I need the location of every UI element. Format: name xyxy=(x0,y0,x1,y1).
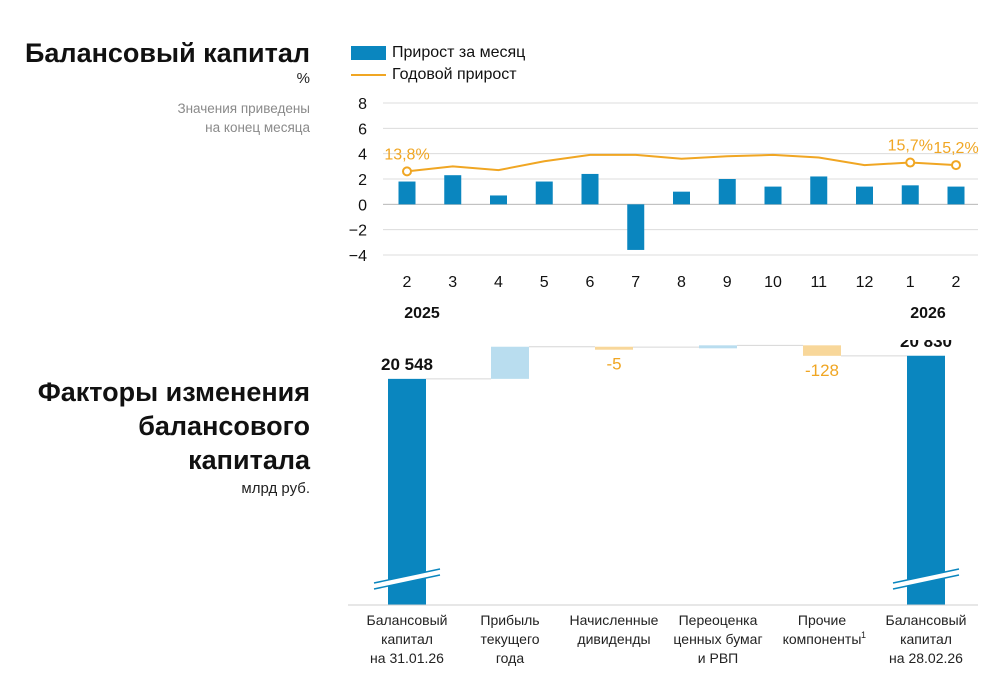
legend-item-bar: Прирост за месяц xyxy=(351,42,525,64)
waterfall-title-line2: балансового xyxy=(138,411,310,441)
waterfall-value-label: 20 830 xyxy=(900,340,952,351)
waterfall-category-label: капитал xyxy=(381,631,433,647)
waterfall-value-label: 392 xyxy=(496,340,524,342)
year-label: 2026 xyxy=(910,305,946,322)
bar-monthly-growth xyxy=(627,204,645,250)
x-tick-label: 9 xyxy=(723,274,732,291)
bar-monthly-growth xyxy=(764,186,782,205)
chart-note-line2: на конец месяца xyxy=(205,120,310,135)
chart-note: Значения приведены на конец месяца xyxy=(177,99,310,137)
x-tick-label: 11 xyxy=(810,274,827,291)
legend-line-label: Годовой прирост xyxy=(392,66,517,83)
legend-item-line: Годовой прирост xyxy=(351,64,525,86)
waterfall-category-label: текущего xyxy=(480,631,539,647)
bar-monthly-growth xyxy=(901,185,919,205)
waterfall-bar xyxy=(907,355,945,605)
waterfall-title-line1: Факторы изменения xyxy=(37,377,310,407)
capital-factors-waterfall: 20 548 Балансовый капитал на 31.01.26 392 При… xyxy=(348,340,978,666)
waterfall-category-label: дивиденды xyxy=(577,631,650,647)
waterfall-category-label: капитал xyxy=(900,631,952,647)
axis-break-mark xyxy=(892,568,960,590)
legend-bar-swatch xyxy=(351,46,386,60)
waterfall-unit: млрд руб. xyxy=(241,480,310,497)
x-tick-label: 10 xyxy=(764,274,782,291)
y-tick-label: 8 xyxy=(358,96,367,113)
bar-monthly-growth xyxy=(810,176,828,205)
waterfall-category-label: Переоценка xyxy=(679,612,758,628)
bar-monthly-growth xyxy=(718,179,736,205)
waterfall-bar xyxy=(699,345,737,349)
line-point-marker xyxy=(402,166,412,177)
waterfall-bar xyxy=(388,378,426,605)
bar-monthly-growth xyxy=(581,173,599,205)
x-tick-label: 12 xyxy=(856,274,874,291)
waterfall-category-label: Начисленные xyxy=(570,612,659,628)
waterfall-title-line3: капитала xyxy=(188,445,310,475)
legend: Прирост за месяц Годовой прирост xyxy=(351,42,525,86)
waterfall-category-label: на 28.02.26 xyxy=(889,650,963,666)
x-tick-label: 2 xyxy=(952,274,961,291)
bar-monthly-growth xyxy=(398,181,416,205)
y-tick-label: 4 xyxy=(358,147,367,164)
line-point-label: 15,7% xyxy=(888,138,933,155)
bar-monthly-growth xyxy=(444,175,462,205)
waterfall-category-label: Балансовый xyxy=(367,612,448,628)
chart-note-line1: Значения приведены xyxy=(177,101,310,116)
x-tick-label: 3 xyxy=(448,274,457,291)
year-label: 2025 xyxy=(404,305,440,322)
waterfall-bar xyxy=(595,346,633,350)
legend-bar-label: Прирост за месяц xyxy=(392,44,526,61)
y-tick-label: −2 xyxy=(349,223,367,240)
chart-unit-percent: % xyxy=(296,70,310,87)
y-tick-label: −4 xyxy=(349,248,367,265)
waterfall-bar xyxy=(491,346,529,379)
x-tick-label: 5 xyxy=(540,274,549,291)
waterfall-category-label: Балансовый xyxy=(886,612,967,628)
x-tick-label: 7 xyxy=(631,274,640,291)
line-point-label: 15,2% xyxy=(933,140,978,157)
waterfall-category-label: года xyxy=(496,650,524,666)
x-tick-label: 1 xyxy=(906,274,915,291)
line-point-marker xyxy=(951,160,961,171)
legend-line-swatch xyxy=(351,74,386,76)
bar-monthly-growth xyxy=(490,195,507,205)
bar-monthly-growth xyxy=(535,181,553,205)
bar-monthly-growth xyxy=(947,186,965,205)
chart-title-capital: Балансовый капитал xyxy=(25,38,310,68)
waterfall-category-label: на 31.01.26 xyxy=(370,650,444,666)
y-tick-label: 6 xyxy=(358,121,367,138)
waterfall-category-label: Прочие xyxy=(798,612,846,628)
footnote-marker: 1 xyxy=(861,630,866,640)
axis-break-mark xyxy=(373,568,441,590)
waterfall-value-label: 20 548 xyxy=(381,355,433,374)
x-tick-label: 4 xyxy=(494,274,503,291)
y-tick-label: 2 xyxy=(358,172,367,189)
waterfall-category-label: компоненты xyxy=(783,631,862,647)
x-tick-label: 6 xyxy=(586,274,595,291)
waterfall-value-label: -5 xyxy=(606,355,621,374)
bar-monthly-growth xyxy=(856,186,873,205)
waterfall-category-label: и РВП xyxy=(698,650,738,666)
waterfall-title: Факторы изменения балансового капитала xyxy=(38,375,310,477)
line-annual-growth xyxy=(406,153,957,173)
waterfall-category-label: Прибыль xyxy=(480,612,539,628)
waterfall-value-label: -128 xyxy=(805,361,839,380)
line-point-marker xyxy=(905,157,916,168)
y-tick-label: 0 xyxy=(358,197,367,214)
waterfall-category-label: ценных бумаг xyxy=(673,631,762,647)
line-point-label: 13,8% xyxy=(384,146,429,163)
bar-monthly-growth xyxy=(673,191,690,205)
x-tick-label: 2 xyxy=(403,274,412,291)
waterfall-bar xyxy=(803,345,841,356)
x-tick-label: 8 xyxy=(677,274,686,291)
